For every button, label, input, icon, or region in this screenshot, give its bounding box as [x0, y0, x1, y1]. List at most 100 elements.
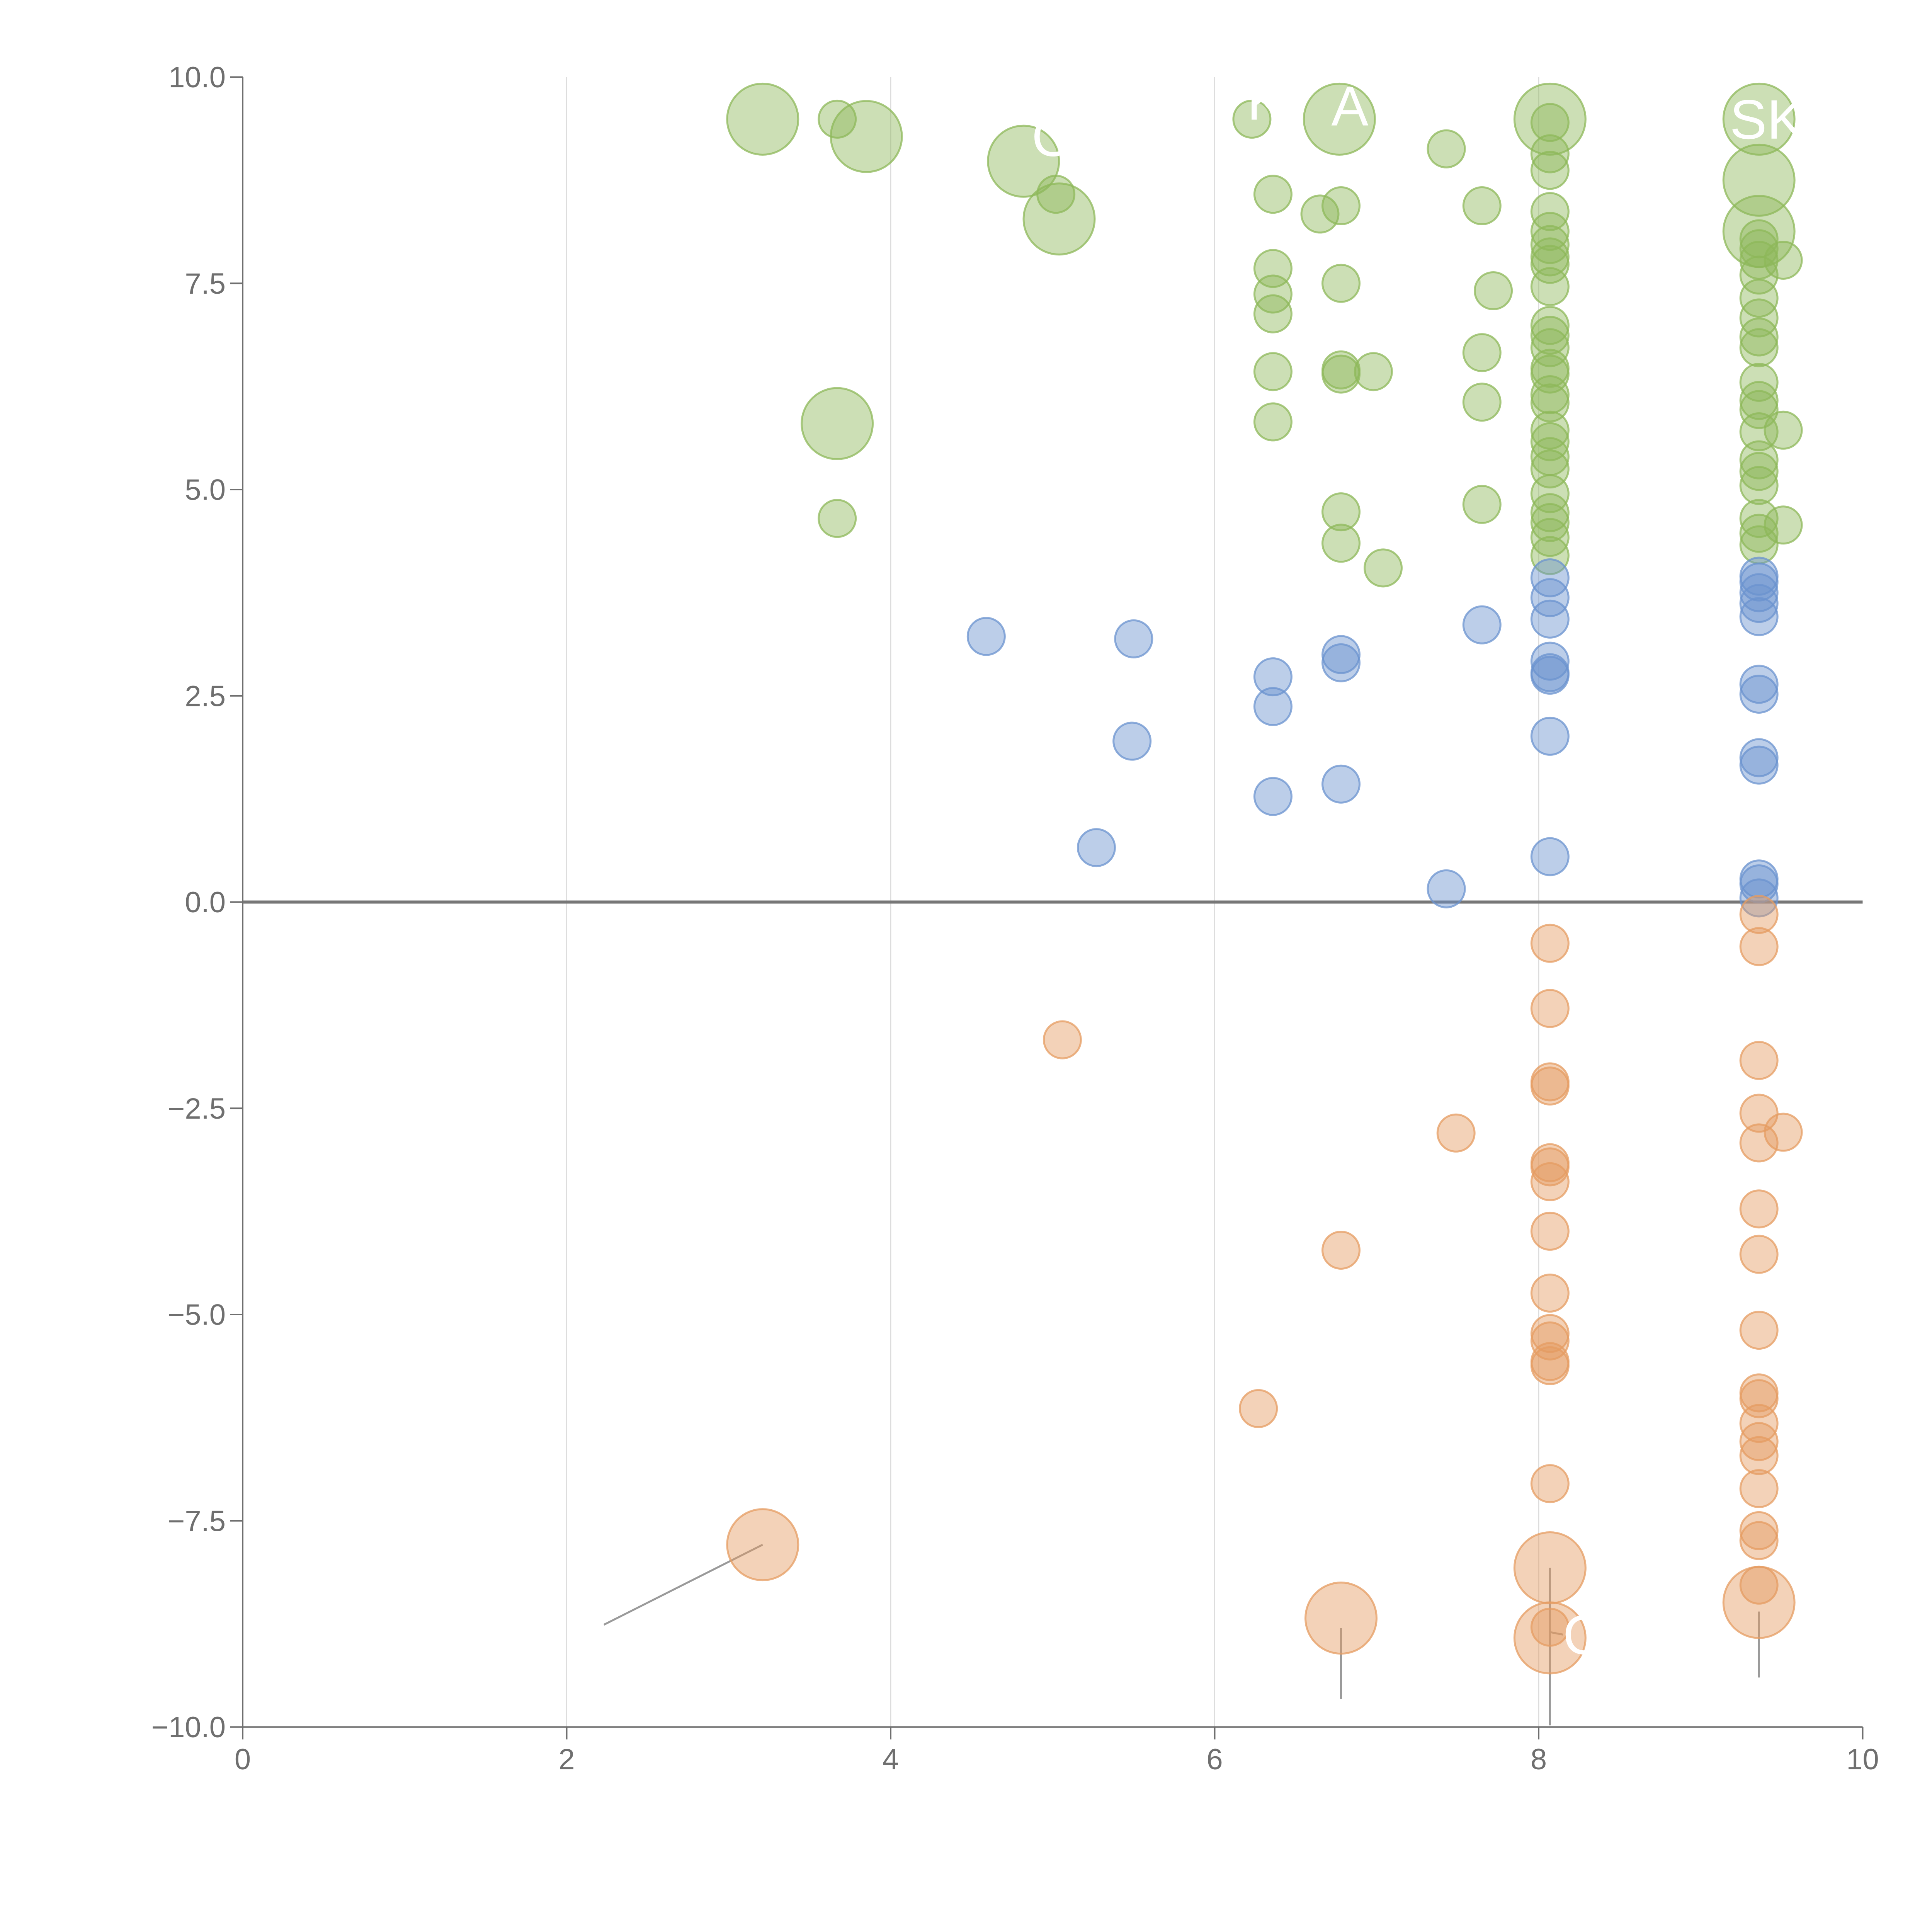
data-point-high [801, 387, 874, 460]
data-point-low [1043, 1020, 1082, 1060]
data-point-high [1022, 182, 1096, 256]
point-label: K [1247, 70, 1284, 132]
annotation-leader [1049, 218, 1060, 228]
data-point-high [1739, 279, 1779, 318]
data-point-low [1530, 989, 1570, 1028]
y-tick-label: −7.5 [168, 1505, 226, 1537]
annotation-leader [1549, 1631, 1563, 1636]
data-point-high [1530, 245, 1570, 284]
data-point-high [1354, 352, 1393, 391]
data-point-high [1764, 240, 1803, 280]
data-point-high [1253, 352, 1293, 391]
x-tick-label: 8 [1531, 1743, 1547, 1776]
data-point-high [830, 100, 903, 173]
data-point-high [1462, 485, 1502, 524]
data-point-high [1253, 294, 1293, 333]
data-point-mid [1739, 597, 1779, 636]
data-point-mid [1739, 562, 1779, 602]
data-point-mid [1530, 558, 1570, 597]
data-point-low [1739, 1511, 1779, 1550]
data-point-high [1530, 192, 1570, 231]
data-point-high [1253, 402, 1293, 442]
data-point-high [1722, 82, 1796, 156]
data-point-low [1739, 1311, 1779, 1350]
data-point-high [1427, 129, 1466, 168]
data-point-mid [1739, 745, 1779, 785]
data-point-high [1321, 186, 1361, 226]
data-point-high [1739, 255, 1779, 295]
data-point-low [1239, 1389, 1278, 1428]
data-point-high [1513, 82, 1587, 156]
data-point-high [1364, 548, 1403, 588]
data-point-mid [1112, 721, 1152, 761]
data-point-mid [1530, 716, 1570, 756]
y-tick-label: 10.0 [168, 61, 226, 94]
data-point-low [1530, 1607, 1570, 1647]
point-label: Q [1563, 1604, 1606, 1666]
data-point-high [1462, 333, 1502, 372]
data-point-high [1530, 316, 1570, 355]
data-point-high [818, 99, 857, 139]
data-point-high [1462, 186, 1502, 226]
data-point-high [726, 82, 799, 156]
data-point-low [1530, 1147, 1570, 1187]
data-point-mid [1427, 869, 1466, 908]
y-tick-label: −10.0 [151, 1711, 226, 1744]
data-point-low [1530, 1346, 1570, 1385]
data-point-low [1739, 1235, 1779, 1274]
y-tick-label: 2.5 [185, 680, 226, 713]
data-point-high [1739, 452, 1779, 491]
data-point-high [1764, 410, 1803, 450]
annotation-leader [1022, 136, 1033, 162]
data-point-high [1530, 383, 1570, 423]
data-point-high [1530, 422, 1570, 461]
data-point-mid [1253, 657, 1293, 697]
data-point-high [1530, 134, 1570, 173]
data-point-high [1530, 503, 1570, 542]
y-tick-label: 7.5 [185, 267, 226, 300]
data-point-high [1739, 466, 1779, 505]
data-point-mid [966, 617, 1006, 656]
data-point-mid [1321, 764, 1361, 804]
data-point-mid [1530, 599, 1570, 639]
point-label: A [1331, 75, 1368, 138]
y-tick-label: 0.0 [185, 886, 226, 919]
data-point-high [1321, 524, 1361, 563]
data-point-mid [1530, 837, 1570, 876]
data-point-high [1530, 103, 1570, 142]
data-point-high [1530, 267, 1570, 306]
annotation-leaders [603, 100, 1760, 1726]
data-point-mid [1114, 619, 1153, 658]
data-points [726, 82, 1803, 1675]
data-point-low [1530, 1464, 1570, 1503]
data-point-low [1530, 1273, 1570, 1313]
data-point-mid [1739, 864, 1779, 904]
data-point-high [1530, 375, 1570, 414]
data-point-low [1530, 923, 1570, 963]
data-point-low [1739, 1521, 1779, 1560]
data-point-mid [1077, 828, 1116, 867]
data-point-mid [1530, 655, 1570, 695]
data-point-high [1321, 264, 1361, 303]
data-point-high [1462, 383, 1502, 422]
data-point-high [1253, 175, 1293, 214]
data-point-low [1436, 1113, 1476, 1153]
data-point-low [1739, 1469, 1779, 1508]
data-point-low [1321, 1230, 1361, 1270]
y-tick-label: −2.5 [168, 1092, 226, 1125]
axes: 0 2 4 6 8 10 10.0 7.5 5.0 2.5 0.0 −2.5 −5.0 −7.5 −10.0 [151, 61, 1879, 1776]
data-point-mid [1530, 578, 1570, 617]
data-point-low [1304, 1582, 1378, 1655]
data-point-high [1739, 381, 1779, 420]
data-point-high [1530, 151, 1570, 190]
data-point-high [987, 124, 1060, 198]
x-tick-label: 0 [235, 1743, 251, 1776]
data-point-high [1321, 350, 1361, 389]
annotation-leader [1246, 100, 1253, 120]
data-point-mid [1739, 573, 1779, 612]
data-point-high [1739, 514, 1779, 553]
data-point-high [1530, 354, 1570, 394]
x-tick-label: 2 [558, 1743, 575, 1776]
annotation-leader [603, 1544, 763, 1626]
